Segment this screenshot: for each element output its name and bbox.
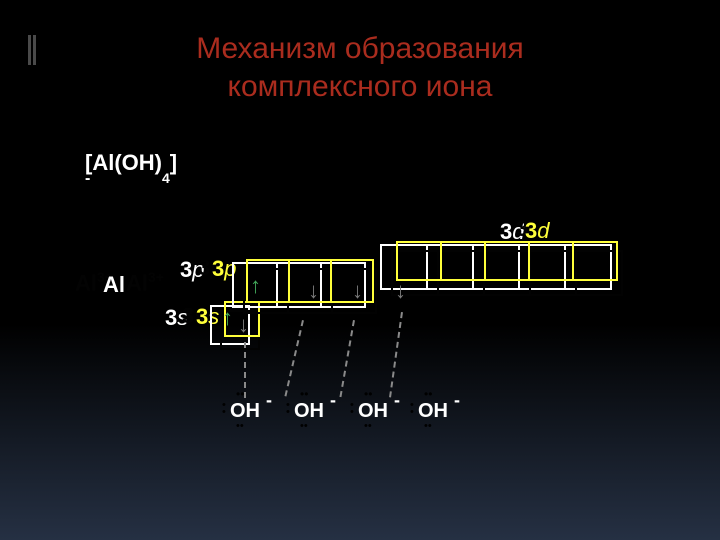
orbital-cell bbox=[396, 241, 442, 281]
title-line-1: Механизм образования bbox=[0, 30, 720, 68]
lone-pair-bottom: •• bbox=[364, 420, 372, 432]
slide-title: Механизм образования комплексного иона bbox=[0, 30, 720, 106]
lone-pair-left: •• bbox=[350, 402, 354, 416]
donor-bond-line bbox=[389, 312, 403, 397]
lone-pair-left: •• bbox=[222, 402, 226, 416]
slide-root: Механизм образования комплексного иона [… bbox=[0, 0, 720, 540]
orbital-cell bbox=[572, 241, 618, 281]
orbital-cell bbox=[440, 241, 486, 281]
donor-bond-line bbox=[284, 320, 303, 396]
oh-charge-minus: - bbox=[394, 390, 400, 411]
oh-text: OH bbox=[418, 400, 448, 423]
oh-charge-minus: - bbox=[266, 390, 272, 411]
lone-pair-bottom: •• bbox=[300, 420, 308, 432]
lone-pair-left: •• bbox=[286, 402, 290, 416]
oh-text: OH bbox=[294, 400, 324, 423]
lone-pair-top: •• bbox=[236, 392, 244, 396]
orbital-cell bbox=[528, 241, 574, 281]
electron-arrow: ↓ bbox=[308, 278, 319, 304]
donor-bond-line bbox=[244, 342, 246, 398]
oh-text: OH bbox=[230, 400, 260, 423]
lone-pair-top: •• bbox=[300, 392, 308, 396]
electron-arrow: ↑ bbox=[250, 273, 261, 299]
oh-text: OH bbox=[358, 400, 388, 423]
al-ion: Al3+ bbox=[126, 269, 164, 296]
orbital-cell bbox=[484, 241, 530, 281]
oh-charge-minus: - bbox=[454, 390, 460, 411]
complex-ion-formula: [Al(OH)4] - bbox=[85, 150, 177, 196]
formula-charge: - bbox=[85, 170, 177, 188]
title-line-2: комплексного иона bbox=[0, 68, 720, 106]
electron-arrow-down: ↓ bbox=[238, 312, 249, 338]
lone-pair-top: •• bbox=[364, 392, 372, 396]
lone-pair-bottom: •• bbox=[424, 420, 432, 432]
lone-pair-bottom: •• bbox=[236, 420, 244, 432]
electron-arrow: ↓ bbox=[352, 278, 363, 304]
electron-arrow-up: ↑ bbox=[222, 305, 233, 331]
lone-pair-top: •• bbox=[424, 392, 432, 396]
lone-pair-left: •• bbox=[410, 402, 414, 416]
electron-arrow: ↓ bbox=[395, 278, 406, 304]
al-ion: Al bbox=[103, 272, 125, 298]
orbital-3d-row bbox=[396, 241, 618, 281]
donor-bond-line bbox=[339, 320, 355, 397]
oh-charge-minus: - bbox=[330, 390, 336, 411]
